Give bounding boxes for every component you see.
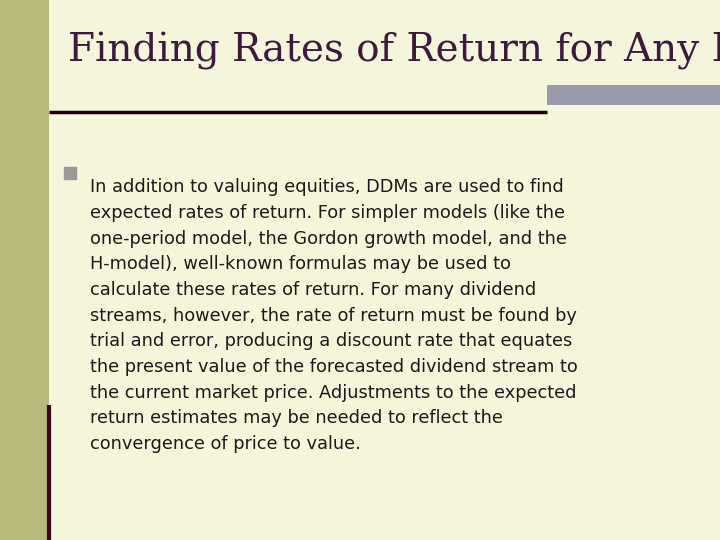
FancyBboxPatch shape <box>547 85 720 105</box>
Point <box>64 168 76 177</box>
Text: In addition to valuing equities, DDMs are used to find
expected rates of return.: In addition to valuing equities, DDMs ar… <box>90 178 577 453</box>
Text: Finding Rates of Return for Any DDM: Finding Rates of Return for Any DDM <box>68 32 720 70</box>
FancyBboxPatch shape <box>0 0 49 540</box>
